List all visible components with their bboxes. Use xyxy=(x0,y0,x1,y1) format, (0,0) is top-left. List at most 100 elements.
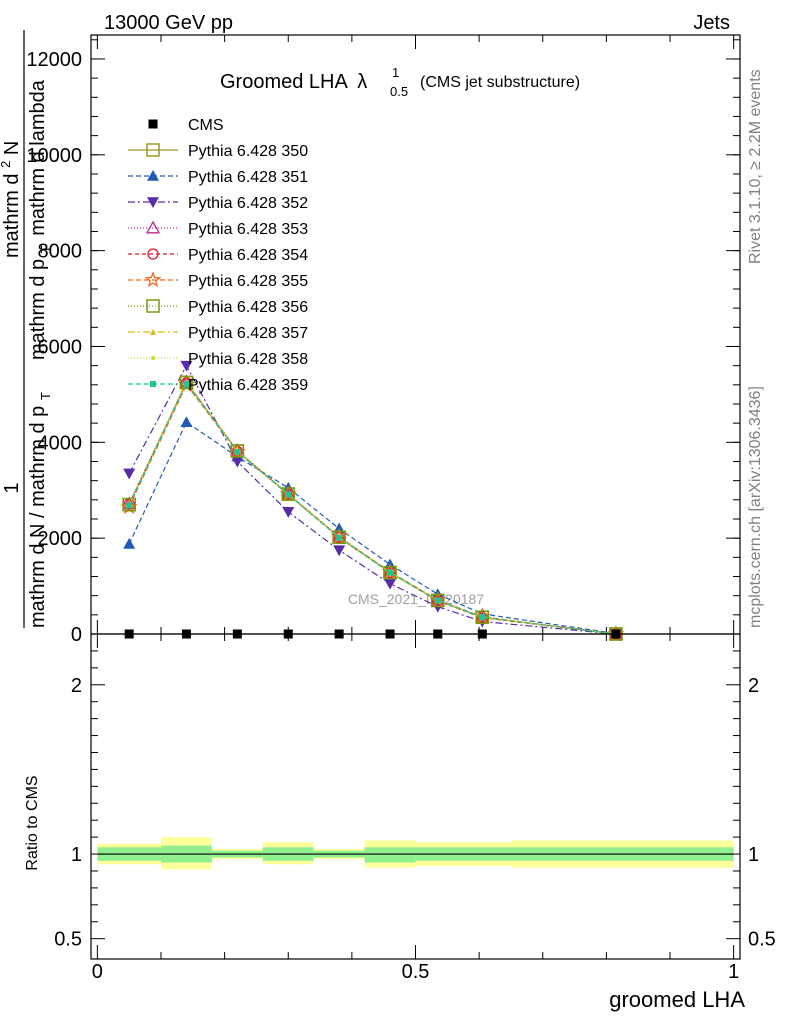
main-ytick-label: 4000 xyxy=(38,432,83,454)
mcplots-label: mcplots.cern.ch [arXiv:1306.3436] xyxy=(747,386,764,628)
main-ytick-label: 12000 xyxy=(26,49,82,71)
legend-entry-p358: Pythia 6.428 358 xyxy=(128,351,308,368)
ylabel-num-sup: 2 xyxy=(0,161,13,168)
legend-label-p357: Pythia 6.428 357 xyxy=(188,325,308,342)
legend-label-p353: Pythia 6.428 353 xyxy=(188,221,308,238)
ylabel-one: 1 xyxy=(1,482,23,493)
ratio-ytick-label-right: 1 xyxy=(748,844,759,866)
main-ytick-label: 10000 xyxy=(26,145,82,167)
main-ytick-label: 8000 xyxy=(38,241,83,263)
data-point-p356 xyxy=(122,497,136,512)
legend-label-p351: Pythia 6.428 351 xyxy=(188,169,308,186)
series-p356 xyxy=(122,375,623,641)
legend-marker-p356 xyxy=(146,299,160,313)
legend-marker-p359 xyxy=(150,381,156,387)
ylabel-den2: mathrm d p T mathrm d lambda xyxy=(27,79,55,360)
ylabel-den2-sub: T xyxy=(38,245,53,253)
legend-entry-cms: CMS xyxy=(148,117,224,134)
data-point-p356 xyxy=(431,593,445,608)
ratio-band-inner xyxy=(364,847,416,863)
ratio-frame xyxy=(90,633,741,960)
ylabel-num-rest: N xyxy=(1,141,23,155)
ratio-ytick-label: 1 xyxy=(71,844,82,866)
main-title: Groomed LHA λ xyxy=(220,71,367,93)
data-point-p352 xyxy=(384,578,397,590)
legend-marker-p352 xyxy=(147,197,159,208)
title-sub: 0.5 xyxy=(390,84,408,99)
legend-label-p355: Pythia 6.428 355 xyxy=(188,273,308,290)
x-tick-label: 1 xyxy=(728,961,739,983)
legend-marker-p357 xyxy=(150,329,156,335)
data-point-p359 xyxy=(336,534,343,541)
legend-entry-p355: Pythia 6.428 355 xyxy=(128,271,308,290)
legend-marker-p355 xyxy=(144,271,162,288)
data-point-p356 xyxy=(230,444,245,458)
data-point-p352 xyxy=(333,545,346,557)
ylabel-den-text: mathrm d N / mathrm d p xyxy=(27,406,49,628)
legend-marker-p358 xyxy=(151,356,155,360)
data-point-p359 xyxy=(479,614,486,621)
legend-entry-p356: Pythia 6.428 356 xyxy=(128,299,308,316)
data-point-p359 xyxy=(183,380,190,387)
data-point-p351 xyxy=(180,416,193,427)
legend-marker-cms xyxy=(148,119,158,129)
data-point-p359 xyxy=(285,491,292,498)
legend-entry-p353: Pythia 6.428 353 xyxy=(128,220,308,238)
ylabel-den: mathrm d N / mathrm d p T xyxy=(27,392,53,628)
legend-marker-p353 xyxy=(145,220,161,234)
ratio-ytick-label-right: 0.5 xyxy=(748,929,776,951)
ratio-ytick-label: 0.5 xyxy=(54,929,82,951)
legend-label-p356: Pythia 6.428 356 xyxy=(188,299,308,316)
x-axis-label: groomed LHA xyxy=(609,987,745,1012)
ylabel-den2-rest: mathrm d lambda xyxy=(27,79,49,235)
title-sup: 1 xyxy=(392,65,399,80)
data-point-p359 xyxy=(234,448,241,455)
legend-label-cms: CMS xyxy=(188,117,224,134)
data-point-p351 xyxy=(123,537,136,549)
ylabel-num-text: mathrm d xyxy=(1,174,23,258)
title-main: Groomed LHA xyxy=(220,71,348,93)
header-category: Jets xyxy=(693,12,730,34)
main-y-ticks: 0 2000 4000 6000 8000 10000 12000 xyxy=(26,35,740,646)
legend-entry-p350: Pythia 6.428 350 xyxy=(128,143,308,160)
legend-entry-p359: Pythia 6.428 359 xyxy=(128,377,308,394)
legend-label-p358: Pythia 6.428 358 xyxy=(188,351,308,368)
ylabel-den-sub: T xyxy=(38,392,53,400)
main-ytick-label: 0 xyxy=(71,624,82,646)
main-series-group xyxy=(120,360,625,642)
data-point-p356 xyxy=(281,487,295,501)
legend-marker-p350 xyxy=(146,143,160,157)
data-point-p352 xyxy=(123,468,136,480)
legend-label-p350: Pythia 6.428 350 xyxy=(188,143,308,160)
ratio-ytick-label-right: 2 xyxy=(748,675,759,697)
data-point-p356 xyxy=(179,375,194,390)
legend-entry-p357: Pythia 6.428 357 xyxy=(128,325,308,342)
main-ytick-label: 6000 xyxy=(38,336,83,358)
data-point-p356 xyxy=(332,530,346,544)
data-point-p352 xyxy=(180,360,193,372)
legend-label-p352: Pythia 6.428 352 xyxy=(188,195,308,212)
legend-entry-p351: Pythia 6.428 351 xyxy=(128,169,308,186)
main-ytick-label: 2000 xyxy=(38,528,83,550)
legend-label-p359: Pythia 6.428 359 xyxy=(188,377,308,394)
data-point-p359 xyxy=(434,597,441,604)
legend-entry-p354: Pythia 6.428 354 xyxy=(128,247,308,264)
title-symbol: λ xyxy=(357,71,367,93)
legend: CMS Pythia 6.428 350 Pythia 6.428 351 Pythi… xyxy=(128,117,308,394)
ratio-bands xyxy=(97,837,734,870)
legend-entry-p352: Pythia 6.428 352 xyxy=(128,195,308,212)
ylabel-num: mathrm d 2 N xyxy=(0,141,23,258)
rivet-label: Rivet 3.1.10, ≥ 2.2M events xyxy=(747,69,764,264)
legend-marker-p351 xyxy=(147,170,159,181)
analysis-watermark: CMS_2021_I1920187 xyxy=(348,591,484,607)
x-tick-label: 0.5 xyxy=(402,961,430,983)
ratio-ticks: 0.5 0.5 1 1 2 2 0 0.5 1 xyxy=(54,634,776,983)
x-tick-label: 0 xyxy=(92,961,103,983)
ylabel-den2-text: mathrm d p xyxy=(27,259,49,360)
header-process: 13000 GeV pp xyxy=(104,12,233,34)
main-plot-panel: CMS_2021_I1920187 0 2000 4000 6000 8000 10000… xyxy=(0,30,741,646)
ratio-ylabel: Ratio to CMS xyxy=(24,775,41,870)
data-point-p352 xyxy=(231,456,244,468)
